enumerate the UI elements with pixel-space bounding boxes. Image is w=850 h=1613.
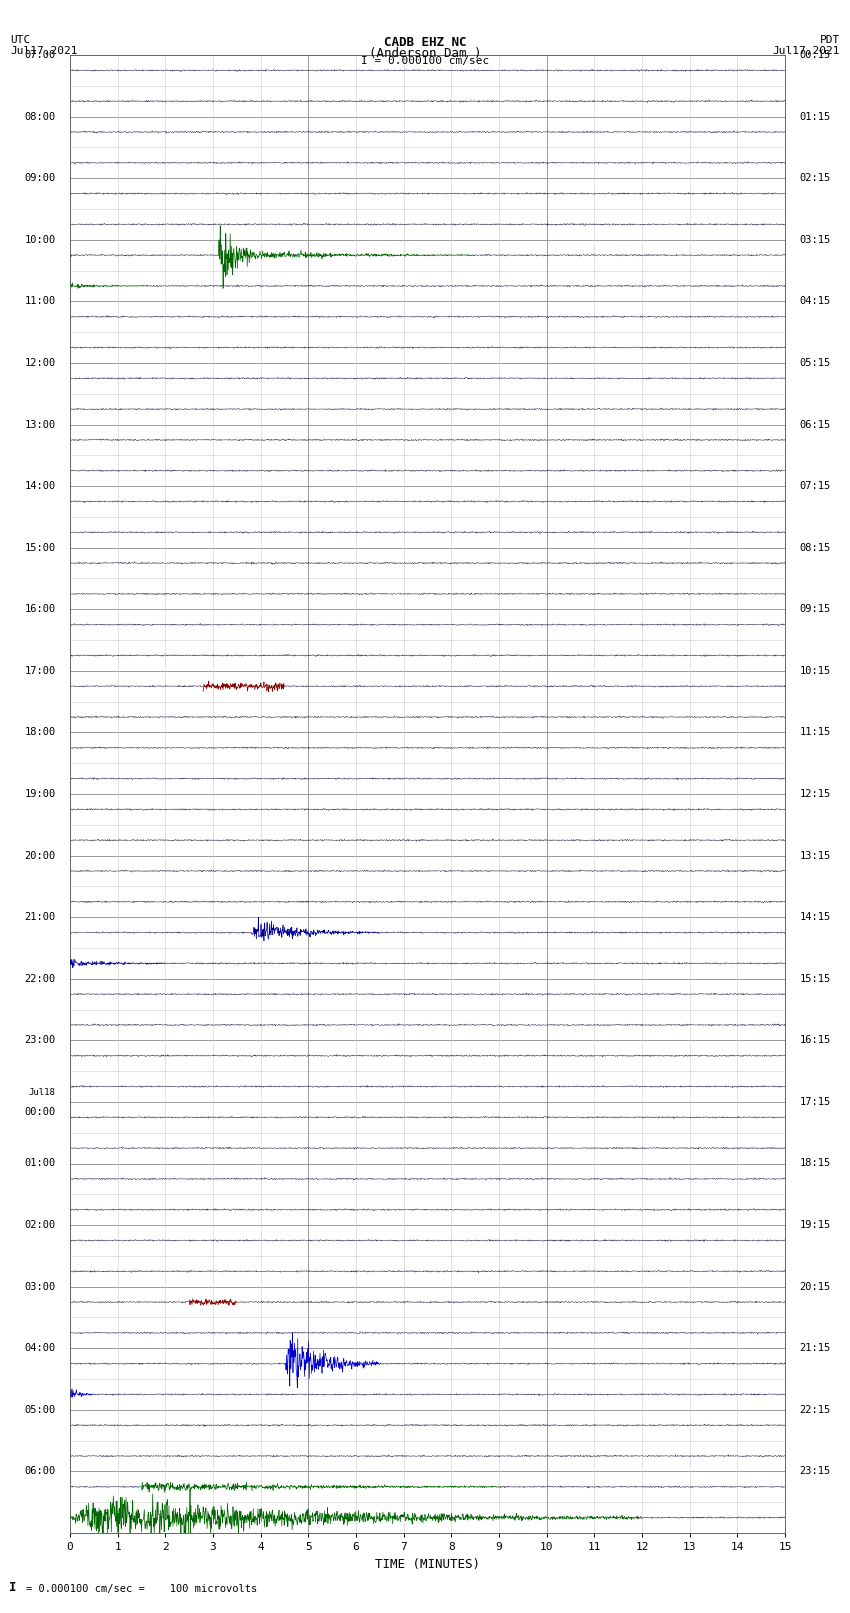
Text: 23:15: 23:15 [799, 1466, 830, 1476]
Text: 08:15: 08:15 [799, 542, 830, 553]
Text: 02:15: 02:15 [799, 173, 830, 184]
Text: 22:15: 22:15 [799, 1405, 830, 1415]
Text: 03:00: 03:00 [25, 1282, 56, 1292]
Text: 10:00: 10:00 [25, 235, 56, 245]
Text: 05:15: 05:15 [799, 358, 830, 368]
Text: Jul17,2021: Jul17,2021 [10, 45, 77, 56]
Text: 17:00: 17:00 [25, 666, 56, 676]
Text: 01:00: 01:00 [25, 1158, 56, 1168]
Text: 09:00: 09:00 [25, 173, 56, 184]
Text: (Anderson Dam ): (Anderson Dam ) [369, 47, 481, 60]
X-axis label: TIME (MINUTES): TIME (MINUTES) [375, 1558, 480, 1571]
Text: 11:00: 11:00 [25, 297, 56, 306]
Text: 07:15: 07:15 [799, 481, 830, 490]
Text: 21:15: 21:15 [799, 1344, 830, 1353]
Text: 14:15: 14:15 [799, 913, 830, 923]
Text: 15:00: 15:00 [25, 542, 56, 553]
Text: 18:15: 18:15 [799, 1158, 830, 1168]
Text: 21:00: 21:00 [25, 913, 56, 923]
Text: 17:15: 17:15 [799, 1097, 830, 1107]
Text: 13:15: 13:15 [799, 850, 830, 861]
Text: 20:00: 20:00 [25, 850, 56, 861]
Text: 15:15: 15:15 [799, 974, 830, 984]
Text: 10:15: 10:15 [799, 666, 830, 676]
Text: 01:15: 01:15 [799, 111, 830, 121]
Text: 20:15: 20:15 [799, 1282, 830, 1292]
Text: 14:00: 14:00 [25, 481, 56, 490]
Text: 16:00: 16:00 [25, 605, 56, 615]
Text: 00:00: 00:00 [25, 1107, 56, 1116]
Text: 08:00: 08:00 [25, 111, 56, 121]
Text: 12:15: 12:15 [799, 789, 830, 798]
Text: 22:00: 22:00 [25, 974, 56, 984]
Text: = 0.000100 cm/sec =    100 microvolts: = 0.000100 cm/sec = 100 microvolts [26, 1584, 257, 1594]
Text: Jul17,2021: Jul17,2021 [773, 45, 840, 56]
Text: 02:00: 02:00 [25, 1219, 56, 1231]
Text: 05:00: 05:00 [25, 1405, 56, 1415]
Text: 06:00: 06:00 [25, 1466, 56, 1476]
Text: 03:15: 03:15 [799, 235, 830, 245]
Text: 16:15: 16:15 [799, 1036, 830, 1045]
Text: 06:15: 06:15 [799, 419, 830, 429]
Text: CADB EHZ NC: CADB EHZ NC [383, 37, 467, 50]
Text: 19:00: 19:00 [25, 789, 56, 798]
Text: 18:00: 18:00 [25, 727, 56, 737]
Text: UTC: UTC [10, 35, 31, 45]
Text: 04:00: 04:00 [25, 1344, 56, 1353]
Text: 11:15: 11:15 [799, 727, 830, 737]
Text: I = 0.000100 cm/sec: I = 0.000100 cm/sec [361, 56, 489, 66]
Text: 04:15: 04:15 [799, 297, 830, 306]
Text: 19:15: 19:15 [799, 1219, 830, 1231]
Text: Jul18: Jul18 [29, 1089, 56, 1097]
Text: I: I [8, 1581, 16, 1594]
Text: 00:15: 00:15 [799, 50, 830, 60]
Text: 09:15: 09:15 [799, 605, 830, 615]
Text: 12:00: 12:00 [25, 358, 56, 368]
Text: 23:00: 23:00 [25, 1036, 56, 1045]
Text: PDT: PDT [819, 35, 840, 45]
Text: 07:00: 07:00 [25, 50, 56, 60]
Text: 13:00: 13:00 [25, 419, 56, 429]
